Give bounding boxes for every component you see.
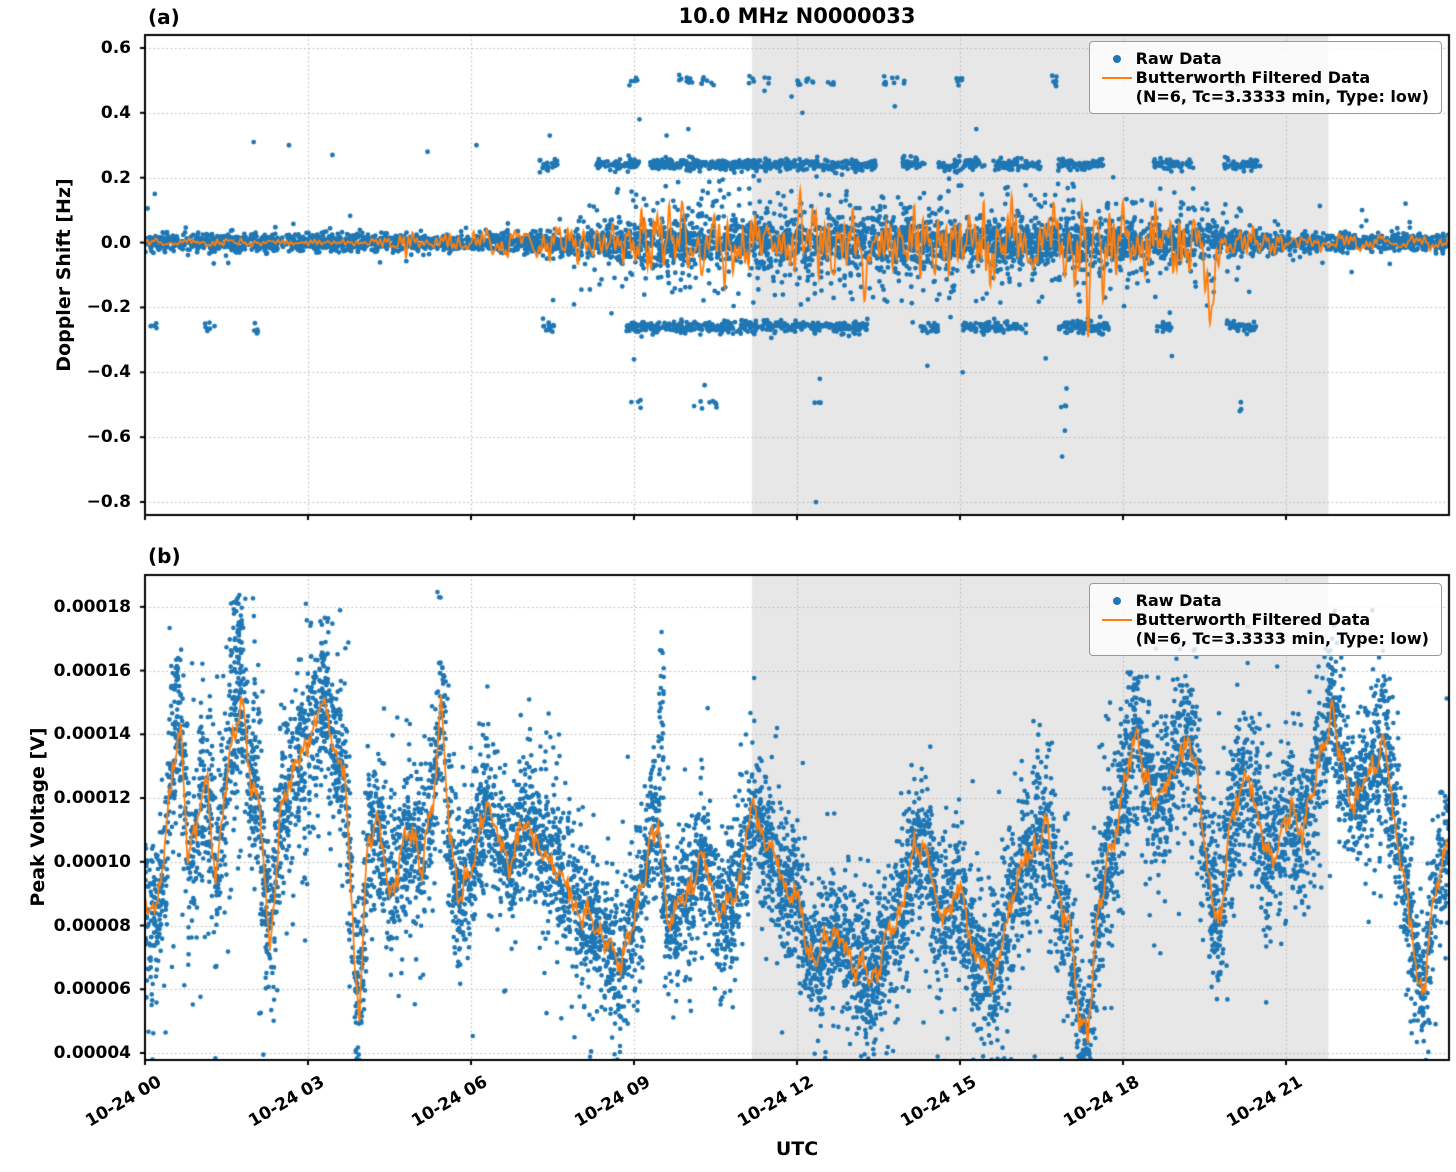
panel-b-ylabel: Peak Voltage [V] [27, 727, 49, 907]
panel-a-tag: (a) [148, 5, 180, 29]
y-tick-label: 0.00016 [53, 660, 131, 681]
y-tick-label: 0.6 [100, 37, 131, 58]
legend-raw-label: Raw Data [1135, 591, 1222, 610]
filtered-line-marker-icon [1098, 76, 1136, 79]
legend-panel-a: Raw Data Butterworth Filtered Data (N=6,… [1088, 41, 1442, 114]
y-tick-label: 0.00004 [53, 1042, 131, 1063]
legend-filtered-params: (N=6, Tc=3.3333 min, Type: low) [1135, 629, 1429, 648]
legend-filtered-params: (N=6, Tc=3.3333 min, Type: low) [1135, 87, 1429, 106]
x-axis-label: UTC [775, 1138, 819, 1160]
y-tick-label: 0.0 [100, 232, 131, 253]
legend-row-filtered-params: (N=6, Tc=3.3333 min, Type: low) [1098, 629, 1429, 648]
legend-raw-label: Raw Data [1135, 49, 1222, 68]
legend-filtered-label: Butterworth Filtered Data [1135, 68, 1371, 87]
y-tick-label: −0.2 [86, 297, 131, 318]
legend-row-filtered: Butterworth Filtered Data [1098, 68, 1429, 87]
raw-data-marker-icon [1098, 596, 1136, 605]
y-tick-label: 0.4 [100, 102, 131, 123]
filtered-line-marker-icon [1098, 618, 1136, 621]
legend-row-raw: Raw Data [1098, 591, 1429, 610]
y-tick-label: 0.00006 [53, 979, 131, 1000]
legend-row-filtered-params: (N=6, Tc=3.3333 min, Type: low) [1098, 87, 1429, 106]
y-tick-label: 0.00008 [53, 915, 131, 936]
panel-a-ylabel: Doppler Shift [Hz] [53, 178, 75, 372]
legend-row-filtered: Butterworth Filtered Data [1098, 610, 1429, 629]
y-tick-label: 0.00010 [53, 851, 131, 872]
legend-filtered-label: Butterworth Filtered Data [1135, 610, 1371, 629]
y-tick-label: 0.2 [100, 167, 131, 188]
raw-data-marker-icon [1098, 54, 1136, 63]
y-tick-label: 0.00014 [53, 724, 131, 745]
y-tick-label: 0.00018 [53, 596, 131, 617]
y-tick-label: −0.6 [86, 427, 131, 448]
figure-title: 10.0 MHz N0000033 [678, 4, 916, 28]
y-tick-label: 0.00012 [53, 788, 131, 809]
legend-panel-b: Raw Data Butterworth Filtered Data (N=6,… [1088, 583, 1442, 656]
panel-b-tag: (b) [148, 544, 181, 568]
y-tick-label: −0.4 [86, 362, 131, 383]
y-tick-label: −0.8 [86, 492, 131, 513]
legend-row-raw: Raw Data [1098, 49, 1429, 68]
